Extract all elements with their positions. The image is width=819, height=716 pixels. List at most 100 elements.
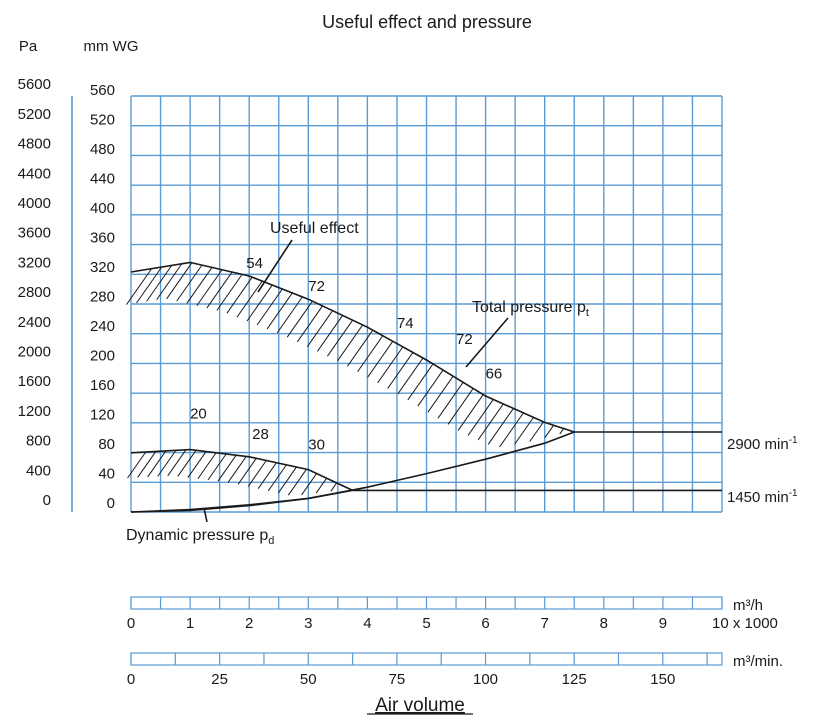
pa-tick-label: 4000 (18, 195, 51, 212)
hatch-line (447, 388, 474, 425)
efficiency-hatching (126, 262, 565, 496)
hatch-line (177, 450, 197, 477)
pa-tick-label: 2000 (18, 344, 51, 361)
hatch-line (156, 263, 183, 301)
m3min-scale: 0 25 50 75 100 125 150 (127, 652, 723, 688)
series-line-2 (130, 431, 575, 513)
hatch-line (287, 468, 307, 496)
hatch-line (236, 280, 263, 318)
pa-tick-label: 3200 (18, 254, 51, 271)
pa-tick-label: 0 (43, 492, 51, 509)
mmwg-tick-label: 80 (98, 436, 115, 453)
hatch-line (427, 375, 454, 413)
hatch-line (357, 335, 384, 373)
efficiency-label: 72 (308, 278, 325, 295)
scale-tick-label: 7 (541, 615, 549, 632)
m3h-scale: 0 1 2 3 4 5 6 7 8 9 10 x 1000 (127, 596, 778, 632)
scale-tick-label: 125 (562, 671, 587, 688)
mmwg-tick-label: 400 (90, 200, 115, 217)
hatch-line (387, 352, 414, 389)
hatch-line (407, 363, 434, 401)
scale-tick-label: 8 (600, 615, 608, 632)
hatch-line (167, 449, 187, 477)
hatch-line (296, 305, 323, 343)
scale-tick-label: 50 (300, 671, 317, 688)
mmwg-tick-labels: 0 40 80 120 160 200 240 280 320 360 400 440 480 520 56… (90, 82, 115, 512)
pa-tick-label: 5200 (18, 106, 51, 123)
hatch-line (397, 357, 424, 395)
hatch-line (467, 399, 494, 436)
hatch-line (514, 417, 534, 445)
hatch-line (377, 346, 404, 384)
mmwg-tick-label: 120 (90, 407, 115, 424)
speed-1450-label: 1450 min-1 (727, 488, 798, 506)
speed-2900-label: 2900 min-1 (727, 435, 798, 453)
pa-tick-label: 4400 (18, 165, 51, 182)
hatch-line (417, 369, 444, 407)
m3min-unit-label: m³/min. (733, 653, 783, 670)
scale-tick-label: 5 (422, 615, 430, 632)
hatch-line (137, 451, 157, 478)
hatch-line (147, 450, 167, 478)
hatch-line (327, 319, 354, 357)
scale-tick-label: 0 (127, 615, 135, 632)
scale-tick-label: 2 (245, 615, 253, 632)
hatch-line (197, 452, 217, 480)
scale-tick-label: 1 (186, 615, 194, 632)
hatch-line (237, 458, 257, 485)
efficiency-label: 20 (190, 405, 207, 422)
efficiency-labels: 54 72 74 72 66 20 28 30 (190, 255, 502, 454)
dynamic-pressure-label: Dynamic pressure pd (126, 527, 274, 547)
scale-tick-label: 3 (304, 615, 312, 632)
series-line-3 (130, 489, 353, 513)
hatch-line (227, 456, 247, 483)
pa-tick-labels: 0 400 800 1200 1600 2000 2400 2800 3200 3600 4000 4… (18, 76, 51, 509)
mmwg-tick-label: 440 (90, 171, 115, 188)
mmwg-tick-label: 280 (90, 289, 115, 306)
scale-tick-label: 6 (481, 615, 489, 632)
mmwg-tick-label: 320 (90, 259, 115, 276)
mmwg-tick-label: 520 (90, 112, 115, 129)
hatch-line (544, 424, 554, 439)
hatch-line (301, 473, 317, 496)
total-pressure-label: Total pressure pt (472, 299, 589, 319)
hatch-line (226, 276, 253, 314)
hatch-line (136, 266, 163, 304)
hatch-line (457, 394, 484, 431)
hatch-line (286, 300, 313, 338)
mmwg-tick-label: 240 (90, 318, 115, 335)
efficiency-label: 54 (246, 255, 263, 272)
dynamic-pressure-leader (203, 507, 208, 523)
pa-tick-label: 400 (26, 462, 51, 479)
hatch-line (367, 341, 394, 378)
hatch-line (437, 382, 464, 419)
hatch-line (207, 453, 227, 481)
hatch-line (257, 462, 277, 489)
scale-tick-label: 0 (127, 671, 135, 688)
hatch-line (216, 274, 243, 311)
pressure-curves (130, 261, 722, 513)
pa-tick-label: 800 (26, 433, 51, 450)
plot-grid (130, 95, 723, 513)
hatch-line (246, 284, 273, 322)
pa-tick-label: 2800 (18, 284, 51, 301)
series-line-1 (130, 448, 353, 492)
hatch-line (529, 421, 544, 442)
efficiency-label: 74 (397, 315, 414, 332)
hatch-line (337, 324, 364, 362)
scale-tick-label: 150 (650, 671, 675, 688)
scale-tick-label: 100 (473, 671, 498, 688)
hatch-line (315, 477, 328, 494)
hatch-line (276, 296, 303, 334)
mmwg-tick-label: 40 (98, 466, 115, 483)
pa-tick-label: 2400 (18, 314, 51, 331)
scale-tick-label: 4 (363, 615, 371, 632)
hatch-line (330, 482, 338, 492)
hatch-line (499, 412, 524, 448)
useful-effect-leader (257, 239, 293, 293)
useful-effect-label: Useful effect (270, 220, 359, 237)
hatch-line (206, 271, 233, 309)
efficiency-label: 72 (456, 331, 473, 348)
hatch-line (347, 329, 374, 367)
hatch-line (146, 265, 173, 302)
